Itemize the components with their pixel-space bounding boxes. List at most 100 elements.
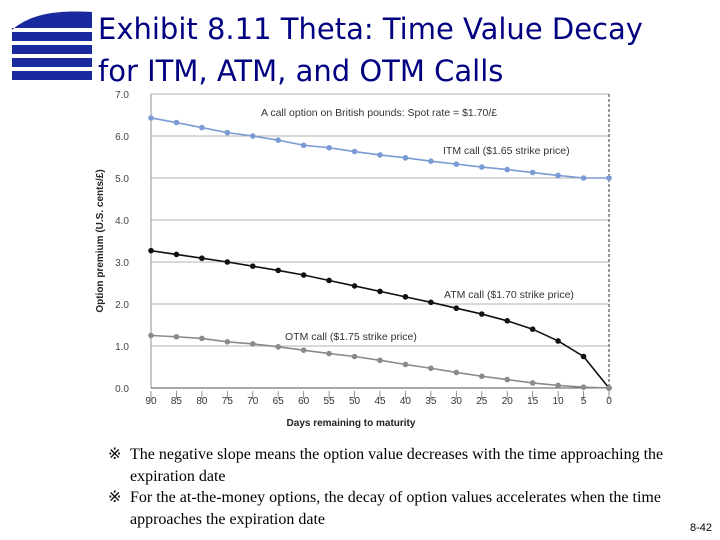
y-tick-label: 5.0	[115, 174, 129, 185]
data-point-1-20	[504, 318, 511, 324]
theta-decay-chart: 0.01.02.03.04.05.06.07.090 85 80 75 70 65 60 55…	[95, 90, 612, 429]
y-tick-label: 0.0	[115, 384, 129, 395]
data-point-2-90	[148, 332, 154, 339]
x-tick-label: 60	[298, 396, 310, 407]
x-tick-label: 15	[527, 396, 539, 407]
data-point-2-5	[580, 384, 587, 390]
title-line-1: Exhibit 8.11 Theta: Time Value Decay	[98, 12, 643, 46]
note-2-text: For the at-the-money options, the decay …	[130, 489, 661, 528]
data-point-2-30	[453, 369, 460, 376]
logo-icon	[6, 8, 92, 82]
data-point-2-80	[199, 335, 205, 342]
data-point-1-75	[224, 259, 231, 265]
data-point-1-15	[529, 326, 536, 332]
data-point-0-25	[478, 164, 485, 170]
data-point-2-20	[504, 376, 511, 383]
logo-stripe-5	[12, 71, 92, 80]
y-tick-label: 1.0	[115, 342, 129, 353]
data-point-1-30	[453, 305, 460, 311]
data-point-1-85	[173, 251, 180, 258]
page-number: 8-42	[689, 522, 712, 534]
x-tick-label: 45	[374, 396, 386, 407]
y-axis-label: Option premium (U.S. cents/£)	[95, 169, 106, 312]
y-tick-label: 3.0	[115, 258, 129, 269]
x-tick-label: 25	[476, 396, 488, 407]
data-point-0-10	[555, 172, 561, 179]
data-point-0-35	[428, 158, 434, 164]
data-point-1-40	[402, 294, 409, 300]
logo-stripe-2	[12, 32, 92, 41]
data-point-2-85	[173, 333, 180, 340]
x-tick-label: 85	[171, 396, 183, 407]
y-tick-label: 6.0	[115, 132, 129, 143]
data-point-1-65	[275, 267, 282, 274]
chart-labels: A call option on British pounds: Spot ra…	[95, 107, 574, 429]
data-point-2-70	[249, 341, 256, 347]
y-tick-label: 7.0	[115, 90, 129, 101]
data-point-0-90	[148, 115, 154, 121]
chart-axes: 0.01.02.03.04.05.06.07.090 85 80 75 70 65 60 55…	[115, 90, 612, 407]
note-1-mark: ※	[108, 446, 122, 463]
series-label-atm: ATM call ($1.70 strike price)	[444, 289, 574, 301]
data-point-0-85	[173, 119, 180, 126]
x-tick-label: 80	[196, 396, 208, 407]
data-point-0-80	[199, 124, 205, 131]
data-point-2-15	[529, 380, 536, 386]
data-point-1-50	[351, 283, 358, 289]
x-tick-label: 10	[553, 396, 565, 407]
data-point-1-45	[377, 288, 383, 295]
data-point-0-45	[377, 152, 383, 158]
data-point-1-10	[555, 338, 561, 344]
data-point-0-30	[453, 161, 460, 167]
y-tick-label: 4.0	[115, 216, 129, 227]
data-point-0-40	[402, 155, 409, 161]
data-point-1-55	[326, 277, 332, 284]
data-point-2-10	[555, 382, 561, 389]
data-point-2-50	[351, 353, 358, 360]
x-tick-label: 40	[400, 396, 412, 407]
data-point-1-35	[428, 299, 434, 306]
data-point-2-55	[326, 350, 332, 357]
series-label-otm: OTM call ($1.75 strike price)	[285, 331, 417, 343]
note-1: ※ The negative slope means the option va…	[108, 444, 688, 487]
data-point-2-60	[300, 347, 307, 354]
data-point-0-20	[504, 166, 511, 173]
data-point-1-90	[148, 247, 154, 254]
x-tick-label: 70	[247, 396, 259, 407]
x-tick-label: 5	[581, 396, 587, 407]
data-point-0-0	[606, 175, 612, 181]
x-tick-label: 65	[273, 396, 285, 407]
series-label-itm: ITM call ($1.65 strike price)	[443, 145, 570, 157]
x-tick-label: 75	[222, 396, 234, 407]
x-tick-label: 20	[502, 396, 514, 407]
chart-series	[148, 115, 612, 391]
chart-title: A call option on British pounds: Spot ra…	[261, 107, 497, 119]
x-tick-label: 35	[425, 396, 437, 407]
data-point-2-0	[606, 385, 612, 391]
data-point-1-25	[478, 311, 485, 317]
page-title: Exhibit 8.11 Theta: Time Value Decay for…	[98, 8, 708, 92]
series-line-1	[150, 249, 610, 389]
data-point-2-35	[428, 365, 434, 372]
logo-stripe-3	[12, 45, 92, 54]
logo-stripe-4	[12, 58, 92, 67]
data-point-2-40	[402, 361, 409, 368]
x-tick-label: 50	[349, 396, 361, 407]
x-tick-label: 30	[451, 396, 463, 407]
data-point-1-60	[300, 272, 307, 278]
data-point-2-25	[478, 373, 485, 380]
title-line-2: for ITM, ATM, and OTM Calls	[98, 54, 504, 88]
data-point-0-5	[580, 175, 587, 181]
y-tick-label: 2.0	[115, 300, 129, 311]
data-point-0-55	[326, 144, 332, 151]
data-point-0-50	[351, 148, 358, 155]
note-1-text: The negative slope means the option valu…	[130, 446, 664, 485]
data-point-2-45	[377, 357, 383, 364]
data-point-1-70	[249, 263, 256, 269]
note-2-mark: ※	[108, 489, 122, 506]
data-point-2-65	[275, 344, 282, 350]
data-point-0-70	[249, 133, 256, 139]
x-tick-label: 0	[606, 396, 612, 407]
data-point-1-80	[199, 255, 205, 262]
data-point-0-75	[224, 129, 231, 136]
